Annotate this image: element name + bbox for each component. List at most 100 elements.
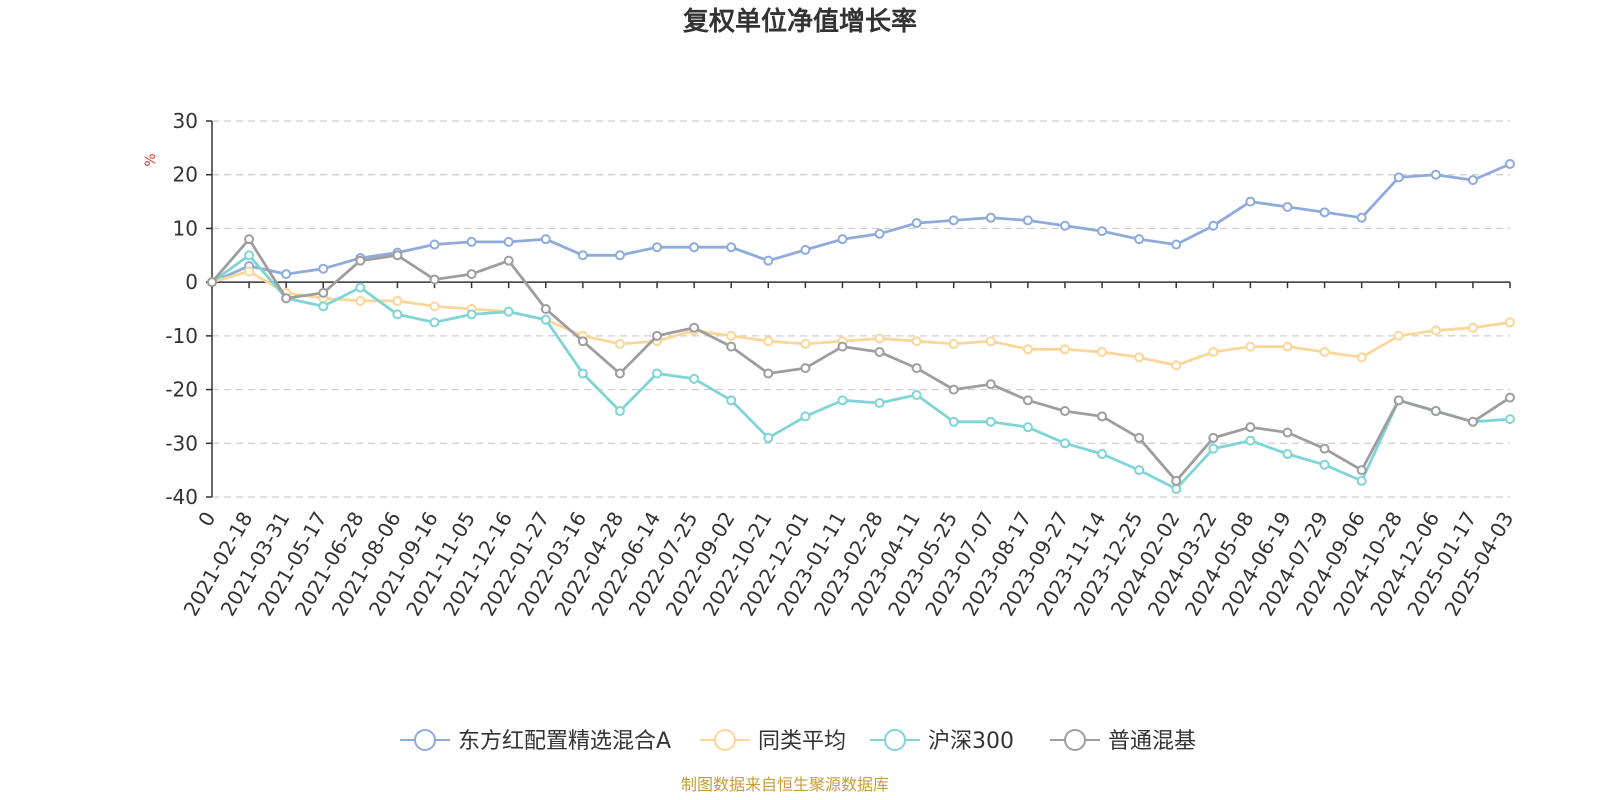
- data-point: [392, 295, 403, 306]
- y-tick-label: -20: [165, 378, 198, 402]
- data-point: [726, 330, 737, 341]
- y-unit-label: %: [143, 153, 159, 166]
- data-point: [652, 368, 663, 379]
- data-point: [1282, 449, 1293, 460]
- data-point: [689, 373, 700, 384]
- data-point: [1171, 483, 1182, 494]
- data-point: [540, 304, 551, 314]
- data-point: [614, 406, 625, 417]
- data-point: [1245, 341, 1256, 352]
- data-point: [1059, 344, 1070, 355]
- data-point: [1097, 346, 1108, 357]
- y-tick-label: 20: [173, 163, 198, 187]
- data-point: [1356, 475, 1367, 486]
- legend-item[interactable]: 沪深300: [870, 729, 1014, 754]
- data-point: [1022, 215, 1033, 226]
- data-point: [1430, 406, 1441, 417]
- data-point: [1356, 465, 1367, 476]
- data-point: [985, 336, 996, 347]
- data-point: [1356, 352, 1367, 363]
- data-point: [1059, 220, 1070, 231]
- data-point: [1505, 317, 1515, 328]
- data-point: [1319, 346, 1330, 357]
- data-point: [1245, 435, 1256, 446]
- legend-label: 沪深300: [928, 729, 1014, 754]
- data-point: [540, 234, 551, 245]
- legend-item[interactable]: 东方红配置精选混合A: [400, 729, 671, 754]
- y-axis: 30 20 10 0 -10 -20 -30 -40: [165, 109, 213, 509]
- data-point: [1319, 459, 1330, 470]
- data-point: [763, 255, 774, 266]
- data-point: [466, 269, 477, 280]
- data-point: [577, 336, 588, 347]
- data-point: [466, 236, 477, 247]
- data-point: [763, 368, 774, 379]
- data-source-note: 制图数据来自恒生聚源数据库: [681, 775, 889, 794]
- data-point: [1356, 212, 1367, 223]
- data-point: [985, 212, 996, 223]
- data-point: [1022, 395, 1033, 406]
- data-point: [911, 336, 922, 347]
- data-point: [1467, 322, 1478, 333]
- data-point: [1059, 438, 1070, 449]
- series-line: [210, 237, 1511, 483]
- data-point: [1171, 239, 1182, 250]
- data-point: [392, 250, 403, 261]
- data-point: [985, 379, 996, 390]
- data-point: [281, 269, 292, 280]
- data-point: [1208, 432, 1219, 443]
- data-point: [614, 338, 625, 349]
- legend-marker: [1064, 729, 1086, 751]
- data-point: [1467, 175, 1478, 186]
- data-point: [466, 309, 477, 320]
- y-tick-label: 0: [185, 270, 198, 294]
- data-point: [318, 287, 329, 298]
- data-point: [948, 416, 959, 427]
- data-point: [1134, 352, 1145, 363]
- data-point: [540, 314, 551, 325]
- data-point: [1171, 360, 1182, 371]
- data-point: [1282, 201, 1293, 212]
- x-axis: 02021-02-182021-03-312021-05-172021-06-2…: [179, 281, 1518, 620]
- data-point: [1393, 395, 1404, 406]
- legend-item[interactable]: 同类平均: [700, 729, 846, 754]
- data-point: [726, 341, 737, 352]
- legend-label: 东方红配置精选混合A: [458, 729, 671, 754]
- data-point: [911, 389, 922, 400]
- legend-item[interactable]: 普通混基: [1050, 729, 1196, 754]
- data-point: [874, 228, 885, 239]
- x-tick-label: 0: [193, 508, 220, 531]
- data-point: [244, 266, 255, 277]
- data-point: [318, 263, 329, 274]
- data-point: [1022, 422, 1033, 433]
- data-point: [800, 338, 811, 349]
- series-line: [211, 269, 1511, 367]
- data-point: [1134, 234, 1145, 245]
- legend-marker: [884, 729, 906, 751]
- data-point: [763, 432, 774, 443]
- data-point: [1245, 196, 1256, 207]
- series-line: [211, 162, 1511, 284]
- data-point: [1022, 344, 1033, 355]
- data-point: [948, 384, 959, 395]
- data-point: [837, 341, 848, 352]
- data-point: [1319, 443, 1330, 454]
- data-point: [503, 255, 514, 266]
- chart-title: 复权单位净值增长率: [683, 6, 917, 37]
- y-tick-label: 10: [173, 216, 198, 240]
- series-group: [207, 250, 1515, 494]
- series-line: [211, 253, 1511, 491]
- data-point: [800, 363, 811, 374]
- data-point: [1097, 449, 1108, 460]
- plot-area: [207, 158, 1515, 494]
- data-point: [392, 309, 403, 320]
- data-point: [503, 306, 514, 317]
- data-point: [355, 255, 366, 266]
- data-point: [1208, 346, 1219, 357]
- data-point: [1319, 207, 1330, 218]
- data-point: [244, 250, 255, 261]
- data-point: [1430, 169, 1441, 180]
- data-point: [355, 282, 366, 293]
- data-point: [1134, 432, 1145, 443]
- data-point: [948, 215, 959, 226]
